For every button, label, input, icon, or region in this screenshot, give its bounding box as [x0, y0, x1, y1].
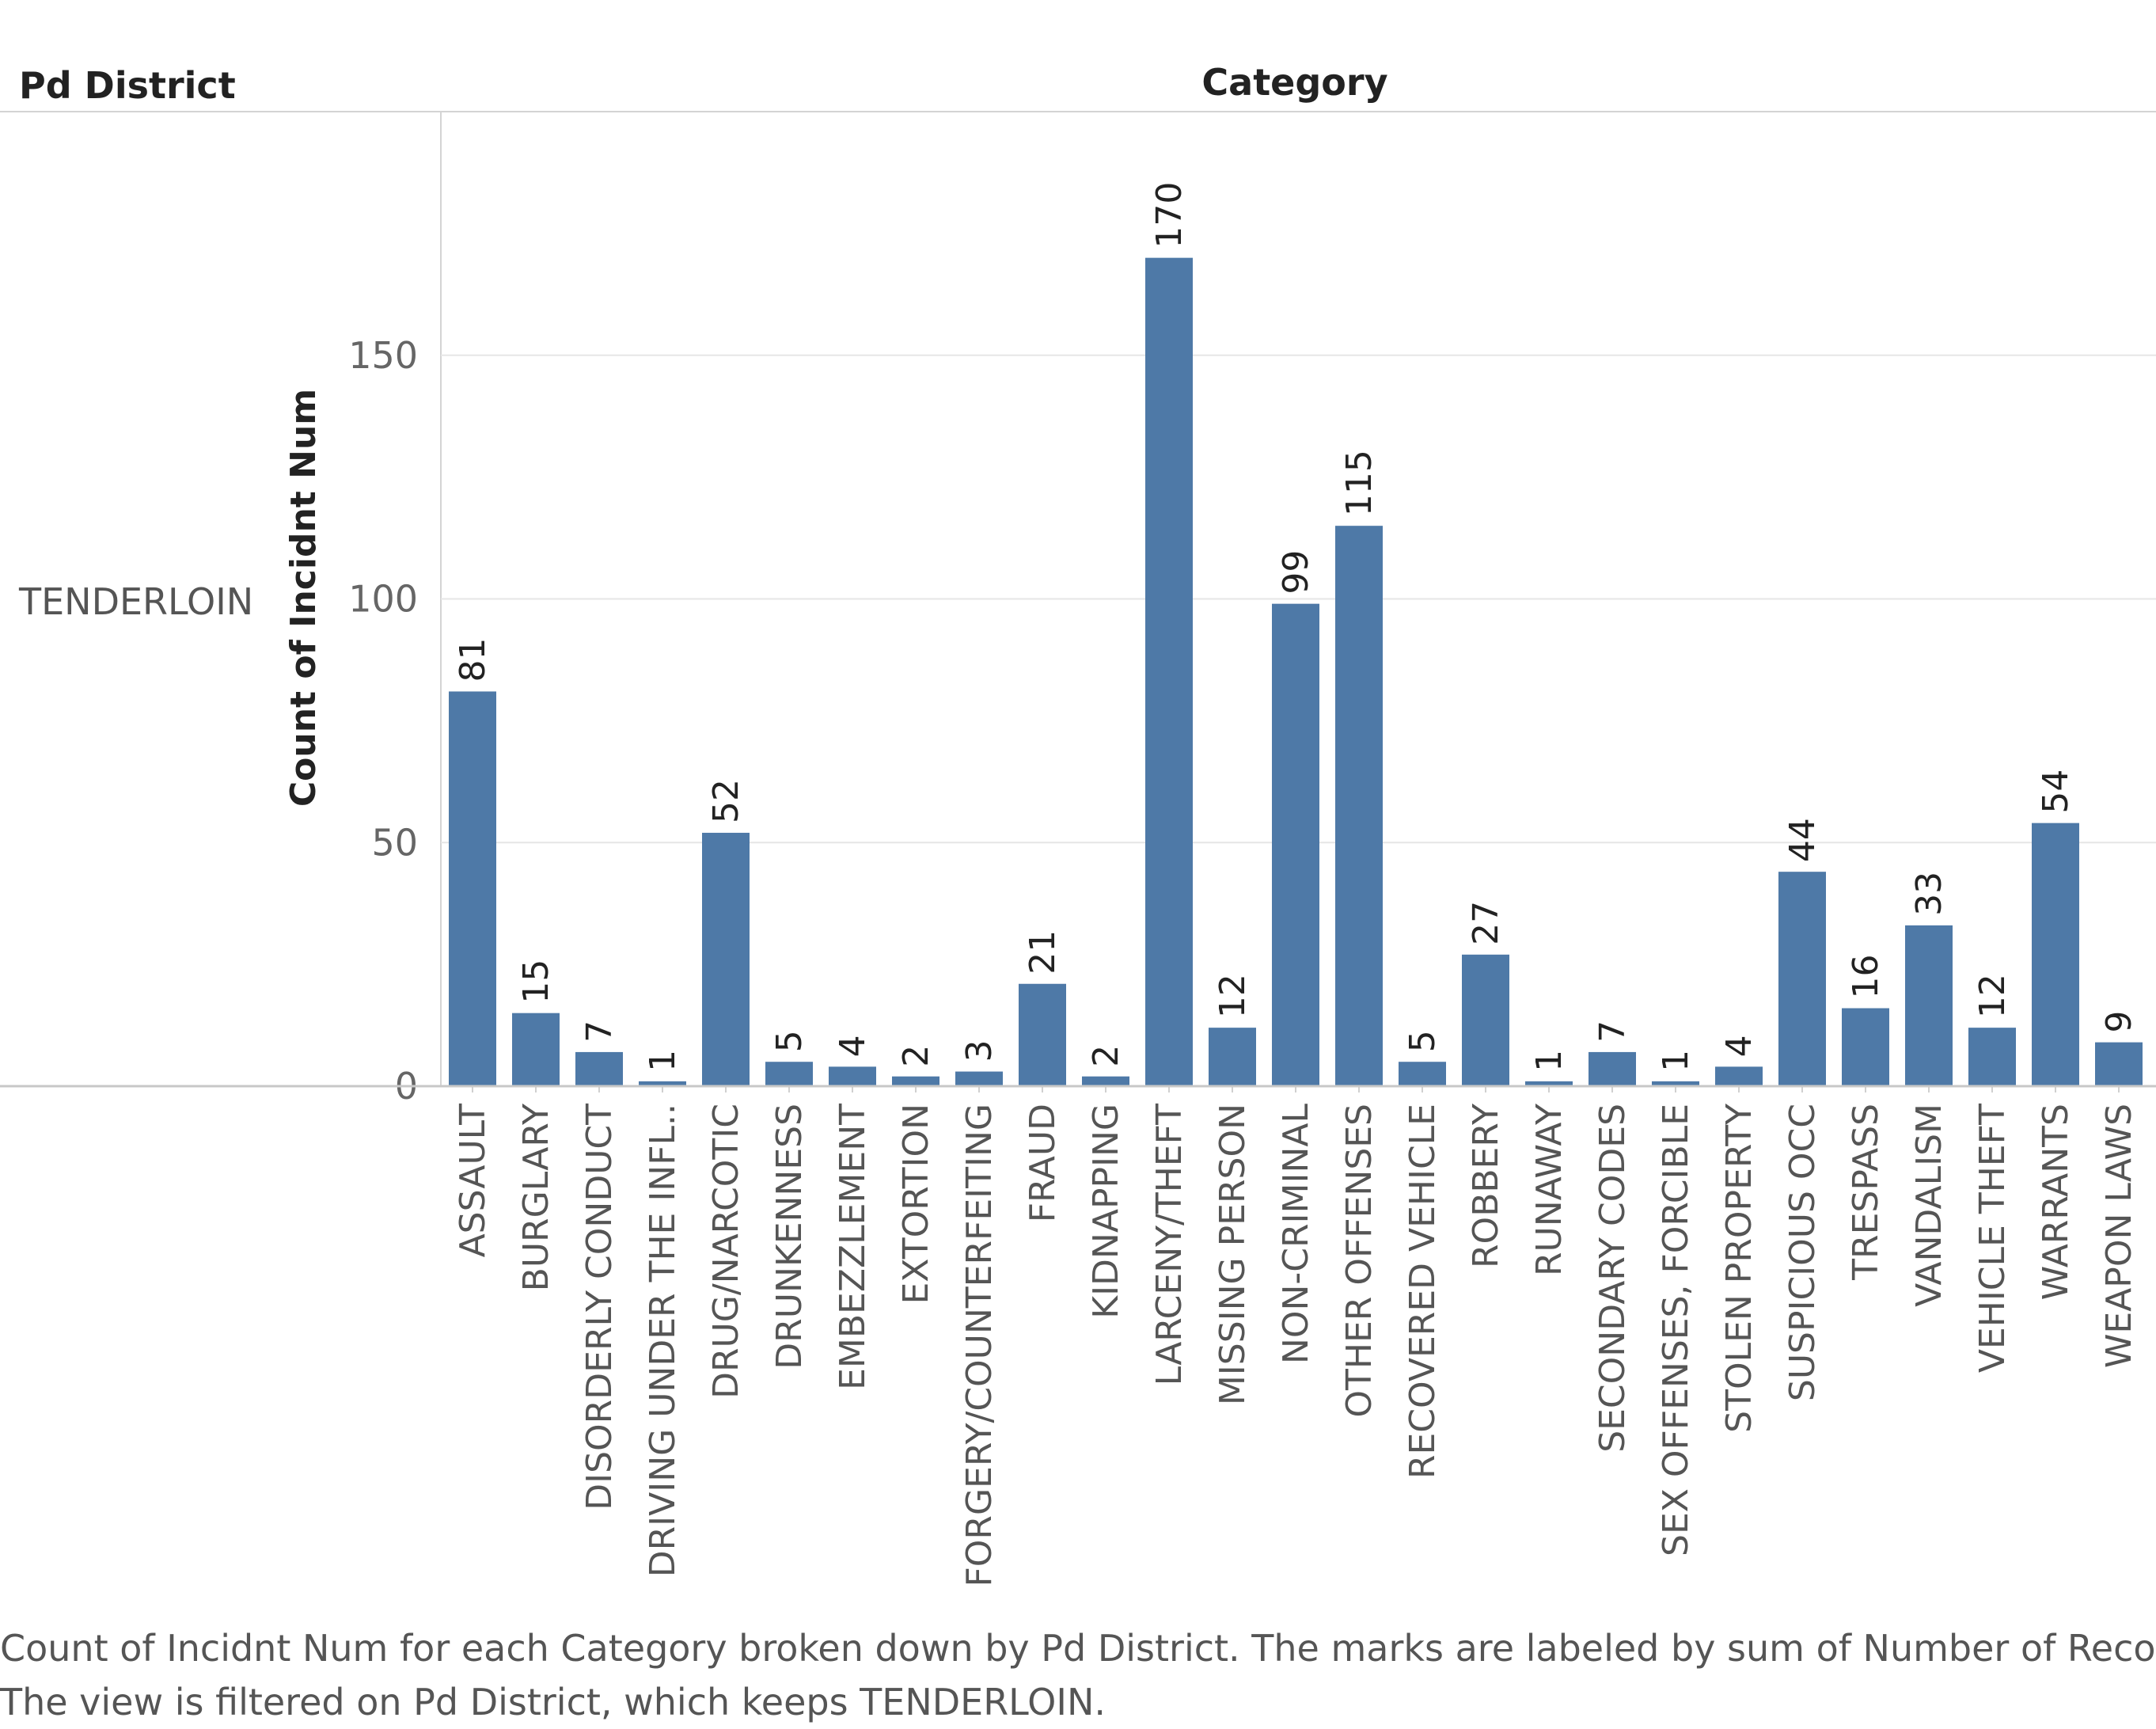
y-tick-150: 150 [348, 334, 418, 377]
x-tick-assault: ASSAULT [453, 1104, 493, 1258]
bar-driving-under-the-infl [639, 1081, 686, 1086]
x-tick-driving-under-the-infl: DRIVING UNDER THE INFL.. [643, 1104, 683, 1577]
bar-sex-offenses-forcible [1652, 1081, 1699, 1086]
x-axis-ticks: ASSAULT BURGLARY DISORDERLY CONDUCT DRIVING… [453, 1086, 2139, 1587]
bar-fraud [1019, 983, 1066, 1086]
x-tick-drug-narcotic: DRUG/NARCOTIC [706, 1104, 746, 1399]
bar-drug-narcotic [702, 832, 750, 1086]
x-tick-missing-person: MISSING PERSON [1213, 1104, 1253, 1405]
bar-chart: Pd District Category TENDERLOIN Count of… [0, 61, 2156, 1587]
x-tick-extortion: EXTORTION [896, 1104, 936, 1304]
data-label-burglary: 15 [516, 960, 556, 1004]
column-header-category: Category [1201, 61, 1387, 104]
data-label-vehicle-theft: 12 [1972, 974, 2013, 1018]
x-tick-sex-offenses-forcible: SEX OFFENSES, FORCIBLE [1656, 1104, 1696, 1556]
bar-weapon-laws [2095, 1042, 2143, 1086]
bar-runaway [1525, 1081, 1573, 1086]
x-tick-robbery: ROBBERY [1466, 1104, 1506, 1268]
data-label-missing-person: 12 [1213, 974, 1253, 1018]
row-label-district: TENDERLOIN [18, 580, 253, 623]
x-tick-non-criminal: NON-CRIMINAL [1276, 1104, 1316, 1365]
row-header-pd-district: Pd District [19, 64, 236, 107]
data-label-secondary-codes: 7 [1592, 1020, 1633, 1043]
x-tick-forgery-counterfeiting: FORGERY/COUNTERFEITING [959, 1104, 1000, 1587]
data-label-assault: 81 [453, 637, 493, 682]
bar-extortion [892, 1076, 939, 1086]
x-tick-burglary: BURGLARY [516, 1104, 556, 1291]
data-label-warrants: 54 [2036, 770, 2076, 814]
bar-drunkenness [765, 1062, 813, 1086]
bar-missing-person [1209, 1028, 1256, 1086]
x-tick-runaway: RUNAWAY [1529, 1104, 1570, 1276]
bar-recovered-vehicle [1399, 1062, 1446, 1086]
x-tick-vehicle-theft: VEHICLE THEFT [1972, 1104, 2013, 1373]
data-label-disorderly-conduct: 7 [579, 1020, 620, 1043]
data-label-drug-narcotic: 52 [706, 779, 746, 823]
x-tick-suspicious-occ: SUSPICIOUS OCC [1782, 1104, 1823, 1401]
data-label-suspicious-occ: 44 [1782, 818, 1823, 862]
x-tick-weapon-laws: WEAPON LAWS [2099, 1104, 2139, 1368]
data-label-fraud: 21 [1023, 930, 1063, 975]
x-tick-kidnapping: KIDNAPPING [1086, 1104, 1126, 1319]
x-tick-recovered-vehicle: RECOVERED VEHICLE [1403, 1104, 1443, 1479]
data-label-kidnapping: 2 [1086, 1045, 1126, 1067]
bar-vandalism [1905, 925, 1953, 1086]
data-label-other-offenses: 115 [1339, 450, 1380, 516]
data-label-trespass: 16 [1846, 955, 1886, 999]
y-tick-50: 50 [371, 821, 418, 864]
data-label-robbery: 27 [1466, 901, 1506, 945]
data-label-sex-offenses-forcible: 1 [1656, 1050, 1696, 1072]
data-label-driving-under-the-infl: 1 [643, 1050, 683, 1072]
data-label-embezzlement: 4 [833, 1035, 873, 1057]
data-label-drunkenness: 5 [769, 1030, 810, 1052]
bar-vehicle-theft [1968, 1028, 2016, 1086]
bars [449, 257, 2143, 1086]
x-tick-stolen-property: STOLEN PROPERTY [1719, 1104, 1759, 1433]
data-label-non-criminal: 99 [1276, 550, 1316, 595]
bar-other-offenses [1335, 526, 1383, 1086]
bar-secondary-codes [1589, 1051, 1636, 1086]
caption-line-2: The view is filtered on Pd District, whi… [0, 1681, 1106, 1723]
bar-warrants [2032, 823, 2079, 1086]
data-label-weapon-laws: 9 [2099, 1011, 2139, 1033]
bar-disorderly-conduct [575, 1051, 623, 1086]
data-label-forgery-counterfeiting: 3 [959, 1040, 1000, 1062]
bar-larceny-theft [1145, 257, 1193, 1086]
data-label-recovered-vehicle: 5 [1403, 1030, 1443, 1052]
bar-burglary [512, 1013, 560, 1086]
bar-non-criminal [1272, 603, 1319, 1086]
x-tick-drunkenness: DRUNKENNESS [769, 1104, 810, 1370]
bar-stolen-property [1715, 1066, 1763, 1086]
data-label-stolen-property: 4 [1719, 1035, 1759, 1057]
x-tick-other-offenses: OTHER OFFENSES [1339, 1104, 1380, 1418]
x-tick-trespass: TRESPASS [1846, 1104, 1886, 1281]
y-tick-100: 100 [348, 578, 418, 621]
bar-trespass [1842, 1008, 1889, 1086]
caption-line-1: Count of Incidnt Num for each Category b… [0, 1627, 2156, 1670]
data-label-vandalism: 33 [1909, 872, 1949, 916]
data-label-runaway: 1 [1529, 1050, 1570, 1072]
x-tick-larceny-theft: LARCENY/THEFT [1149, 1104, 1190, 1385]
bar-embezzlement [829, 1066, 876, 1086]
bar-forgery-counterfeiting [955, 1071, 1003, 1086]
x-tick-fraud: FRAUD [1023, 1104, 1063, 1222]
x-tick-warrants: WARRANTS [2036, 1104, 2076, 1300]
bar-suspicious-occ [1778, 872, 1826, 1086]
bar-robbery [1462, 954, 1509, 1086]
x-tick-secondary-codes: SECONDARY CODES [1592, 1104, 1633, 1453]
x-tick-embezzlement: EMBEZZLEMENT [833, 1104, 873, 1390]
data-label-larceny-theft: 170 [1149, 182, 1190, 249]
chart-caption: Count of Incidnt Num for each Category b… [0, 1621, 2156, 1729]
bar-assault [449, 691, 496, 1086]
x-tick-disorderly-conduct: DISORDERLY CONDUCT [579, 1104, 620, 1510]
bar-kidnapping [1082, 1076, 1129, 1086]
y-axis-title: Count of Incidnt Num [283, 389, 324, 807]
data-label-extortion: 2 [896, 1045, 936, 1067]
x-tick-vandalism: VANDALISM [1909, 1104, 1949, 1307]
